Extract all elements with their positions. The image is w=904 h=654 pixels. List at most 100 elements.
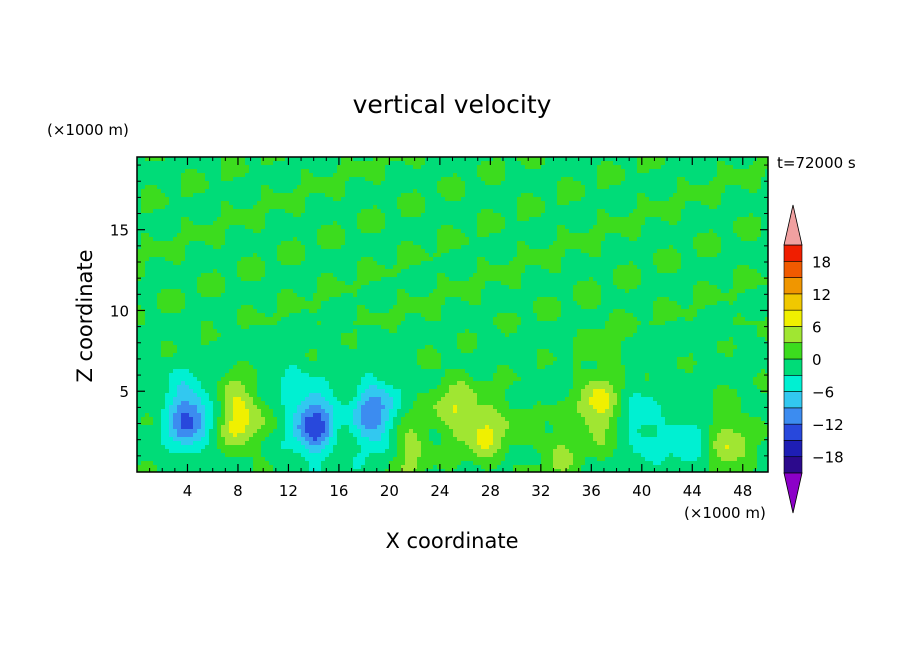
field-cell	[333, 245, 338, 250]
field-cell	[185, 257, 190, 262]
field-cell	[517, 225, 522, 230]
field-cell	[625, 237, 630, 242]
field-cell	[349, 169, 354, 174]
field-cell	[169, 157, 174, 162]
field-cell	[465, 245, 470, 250]
field-cell	[565, 161, 570, 166]
field-cell	[229, 185, 234, 190]
field-cell	[681, 249, 686, 254]
field-cell	[565, 173, 570, 178]
field-cell	[397, 189, 402, 194]
field-cell	[609, 169, 614, 174]
field-cell	[433, 197, 438, 202]
field-cell	[257, 165, 262, 170]
field-cell	[549, 229, 554, 234]
field-cell	[613, 209, 618, 214]
field-cell	[153, 169, 158, 174]
field-cell	[261, 197, 266, 202]
field-cell	[365, 269, 370, 274]
field-cell	[673, 261, 678, 266]
field-cell	[721, 233, 726, 238]
field-cell	[341, 277, 346, 282]
field-cell	[645, 277, 650, 282]
field-cell	[597, 245, 602, 250]
field-cell	[525, 249, 530, 254]
field-cell	[629, 193, 634, 198]
field-cell	[413, 189, 418, 194]
field-cell	[157, 201, 162, 206]
field-cell	[137, 177, 142, 182]
field-cell	[517, 177, 522, 182]
field-cell	[405, 245, 410, 250]
field-cell	[673, 197, 678, 202]
field-cell	[261, 181, 266, 186]
field-cell	[309, 209, 314, 214]
field-cell	[573, 165, 578, 170]
field-cell	[725, 253, 730, 258]
field-cell	[641, 229, 646, 234]
field-cell	[553, 165, 558, 170]
field-cell	[157, 177, 162, 182]
field-cell	[473, 277, 478, 282]
field-cell	[605, 261, 610, 266]
field-cell	[201, 273, 206, 278]
field-cell	[673, 177, 678, 182]
field-cell	[249, 181, 254, 186]
field-cell	[469, 257, 474, 262]
field-cell	[577, 189, 582, 194]
field-cell	[269, 253, 274, 258]
field-cell	[257, 201, 262, 206]
field-cell	[429, 169, 434, 174]
field-cell	[433, 277, 438, 282]
field-cell	[433, 213, 438, 218]
field-cell	[337, 177, 342, 182]
field-cell	[729, 225, 734, 230]
field-cell	[261, 245, 266, 250]
field-cell	[569, 241, 574, 246]
field-cell	[157, 161, 162, 166]
field-cell	[253, 277, 258, 282]
field-cell	[421, 213, 426, 218]
field-cell	[221, 241, 226, 246]
field-cell	[733, 205, 738, 210]
field-cell	[633, 273, 638, 278]
field-cell	[401, 157, 406, 162]
field-cell	[489, 161, 494, 166]
field-cell	[277, 181, 282, 186]
field-cell	[445, 281, 450, 286]
field-cell	[713, 265, 718, 270]
field-cell	[489, 229, 494, 234]
field-cell	[561, 213, 566, 218]
field-cell	[329, 233, 334, 238]
field-cell	[485, 209, 490, 214]
field-cell	[673, 161, 678, 166]
field-cell	[373, 273, 378, 278]
field-cell	[561, 257, 566, 262]
field-cell	[741, 225, 746, 230]
field-cell	[285, 173, 290, 178]
field-cell	[745, 165, 750, 170]
field-cell	[337, 281, 342, 286]
field-cell	[397, 161, 402, 166]
field-cell	[577, 257, 582, 262]
field-cell	[185, 225, 190, 230]
field-cell	[449, 189, 454, 194]
field-cell	[189, 277, 194, 282]
field-cell	[329, 225, 334, 230]
field-cell	[253, 237, 258, 242]
field-cell	[185, 177, 190, 182]
field-cell	[577, 229, 582, 234]
field-cell	[557, 273, 562, 278]
field-cell	[697, 237, 702, 242]
field-cell	[185, 261, 190, 266]
field-cell	[233, 161, 238, 166]
field-cell	[589, 209, 594, 214]
field-cell	[557, 193, 562, 198]
field-cell	[217, 253, 222, 258]
field-cell	[725, 261, 730, 266]
field-cell	[757, 189, 762, 194]
field-cell	[753, 269, 758, 274]
field-cell	[745, 193, 750, 198]
field-cell	[529, 221, 534, 226]
field-cell	[657, 181, 662, 186]
